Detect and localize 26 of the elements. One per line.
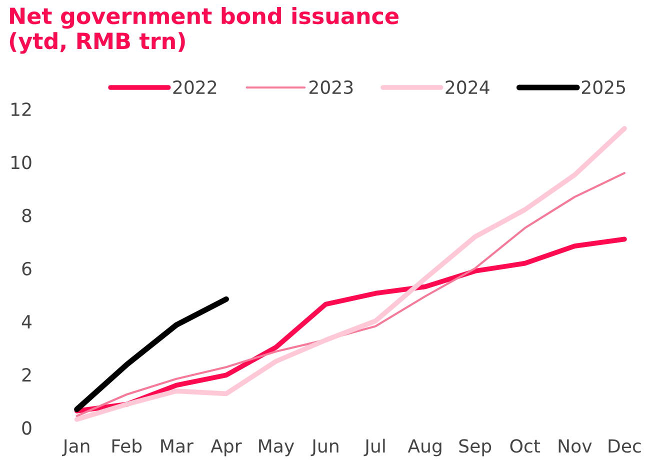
- y-tick-label: 12: [12, 102, 31, 116]
- x-tick-label: Jul: [364, 438, 385, 456]
- legend-label: 2022: [173, 80, 216, 94]
- x-tick-label: Feb: [112, 438, 142, 453]
- x-tick-label: Mar: [161, 439, 194, 453]
- line-series: [76, 172, 626, 418]
- y-tick-label: 2: [22, 368, 31, 382]
- y-tick-label: 4: [22, 315, 32, 328]
- x-tick-label: Jun: [310, 439, 338, 456]
- y-tick-label: 10: [12, 156, 32, 170]
- legend-label: 2025: [582, 80, 626, 94]
- x-tick-label: Sep: [459, 439, 492, 456]
- x-tick-label: Dec: [608, 439, 641, 453]
- y-tick-label: 6: [22, 262, 32, 276]
- chart-title: Net government bond issuance (ytd, RMB trn): [10, 7, 398, 54]
- legend-label: 2023: [310, 80, 353, 94]
- x-tick-label: May: [259, 439, 294, 456]
- x-tick-label: Nov: [558, 439, 592, 453]
- line-series: [74, 126, 627, 422]
- y-tick-label: 0: [22, 421, 32, 435]
- x-tick-label: Jan: [62, 439, 90, 456]
- x-tick-label: Oct: [510, 439, 540, 453]
- x-tick-label: Aug: [408, 439, 442, 456]
- legend-label: 2024: [446, 80, 490, 94]
- x-tick-label: Apr: [210, 439, 242, 456]
- y-tick-label: 8: [22, 208, 32, 222]
